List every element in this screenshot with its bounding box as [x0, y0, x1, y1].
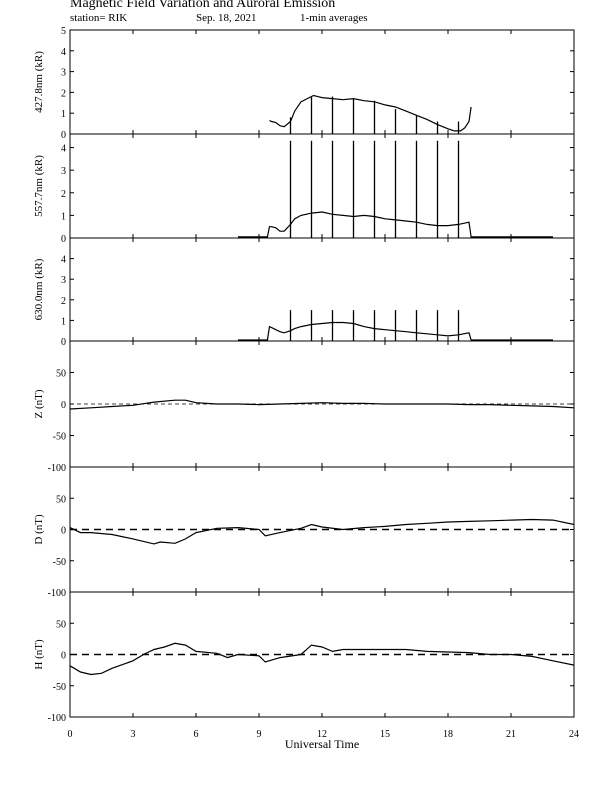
series-line	[269, 94, 472, 132]
x-tick-label: 6	[194, 729, 199, 740]
x-axis-label: Universal Time	[285, 737, 359, 751]
panel-3: -100 -50 0 50 Z (nT)	[33, 340, 575, 474]
y-tick-label: 1	[61, 211, 66, 222]
y-tick-label: 3	[61, 166, 66, 177]
y-tick-label: 0	[61, 400, 66, 411]
averaging-label: 1-min averages	[300, 12, 368, 24]
x-tick-label: 12	[317, 729, 327, 740]
x-tick-label: 15	[380, 729, 390, 740]
y-tick-label: 3	[61, 68, 66, 79]
x-tick-label: 21	[506, 729, 516, 740]
y-tick-label: -100	[48, 713, 66, 724]
panel-5: -100 -50 0 50 H (nT)	[33, 591, 575, 724]
date-label: Sep. 18, 2021	[196, 12, 257, 24]
panel-0: 0 1 2 3 4 5 427.8nm (kR)	[33, 26, 575, 141]
y-tick-label: 0	[61, 526, 66, 537]
panel-4: -100 -50 0 50 D (nT)	[33, 466, 575, 599]
y-tick-label: 1	[61, 316, 66, 327]
panel-1: 0 1 2 3 4 557.7nm (kR)	[33, 133, 575, 245]
y-tick-label: -100	[48, 463, 66, 474]
panel-frame	[69, 133, 575, 239]
y-axis-label: H (nT)	[33, 639, 45, 670]
series-line	[238, 321, 553, 341]
series-line	[69, 399, 575, 410]
y-tick-label: 50	[56, 494, 66, 505]
y-tick-label: 2	[61, 296, 66, 307]
y-tick-label: 0	[61, 130, 66, 141]
y-axis-label: Z (nT)	[33, 389, 45, 418]
y-tick-label: 50	[56, 619, 66, 630]
y-tick-label: -50	[53, 557, 66, 568]
x-tick-label: 24	[569, 729, 579, 740]
y-axis-label: D (nT)	[33, 514, 45, 545]
y-tick-label: 2	[61, 88, 66, 99]
panel-2: 0 1 2 3 4 630.0nm (kR)	[33, 237, 575, 348]
y-tick-label: 0	[61, 234, 66, 245]
y-tick-label: 4	[61, 47, 66, 58]
y-tick-label: -100	[48, 588, 66, 599]
y-tick-label: -50	[53, 682, 66, 693]
y-tick-label: 2	[61, 189, 66, 200]
y-tick-label: 50	[56, 369, 66, 380]
y-tick-label: 0	[61, 651, 66, 662]
station-label: station= RIK	[70, 12, 128, 24]
y-tick-label: 4	[61, 144, 66, 155]
y-axis-label: 630.0nm (kR)	[33, 258, 45, 320]
y-tick-label: 5	[61, 26, 66, 37]
y-axis-label: 557.7nm (kR)	[33, 155, 45, 217]
x-tick-label: 0	[68, 729, 73, 740]
y-tick-label: 3	[61, 275, 66, 286]
y-tick-label: -50	[53, 432, 66, 443]
series-line	[69, 642, 575, 676]
x-tick-label: 9	[257, 729, 262, 740]
series-line	[69, 518, 575, 545]
x-tick-label: 3	[131, 729, 136, 740]
y-tick-label: 0	[61, 337, 66, 348]
y-axis-label: 427.8nm (kR)	[33, 51, 45, 113]
y-tick-label: 4	[61, 255, 66, 266]
chart-title: Magnetic Field Variation and Auroral Emi…	[70, 0, 336, 11]
y-tick-label: 1	[61, 109, 66, 120]
x-tick-label: 18	[443, 729, 453, 740]
panel-frame	[69, 29, 575, 135]
panel-frame	[69, 237, 575, 342]
series-line	[238, 211, 553, 238]
